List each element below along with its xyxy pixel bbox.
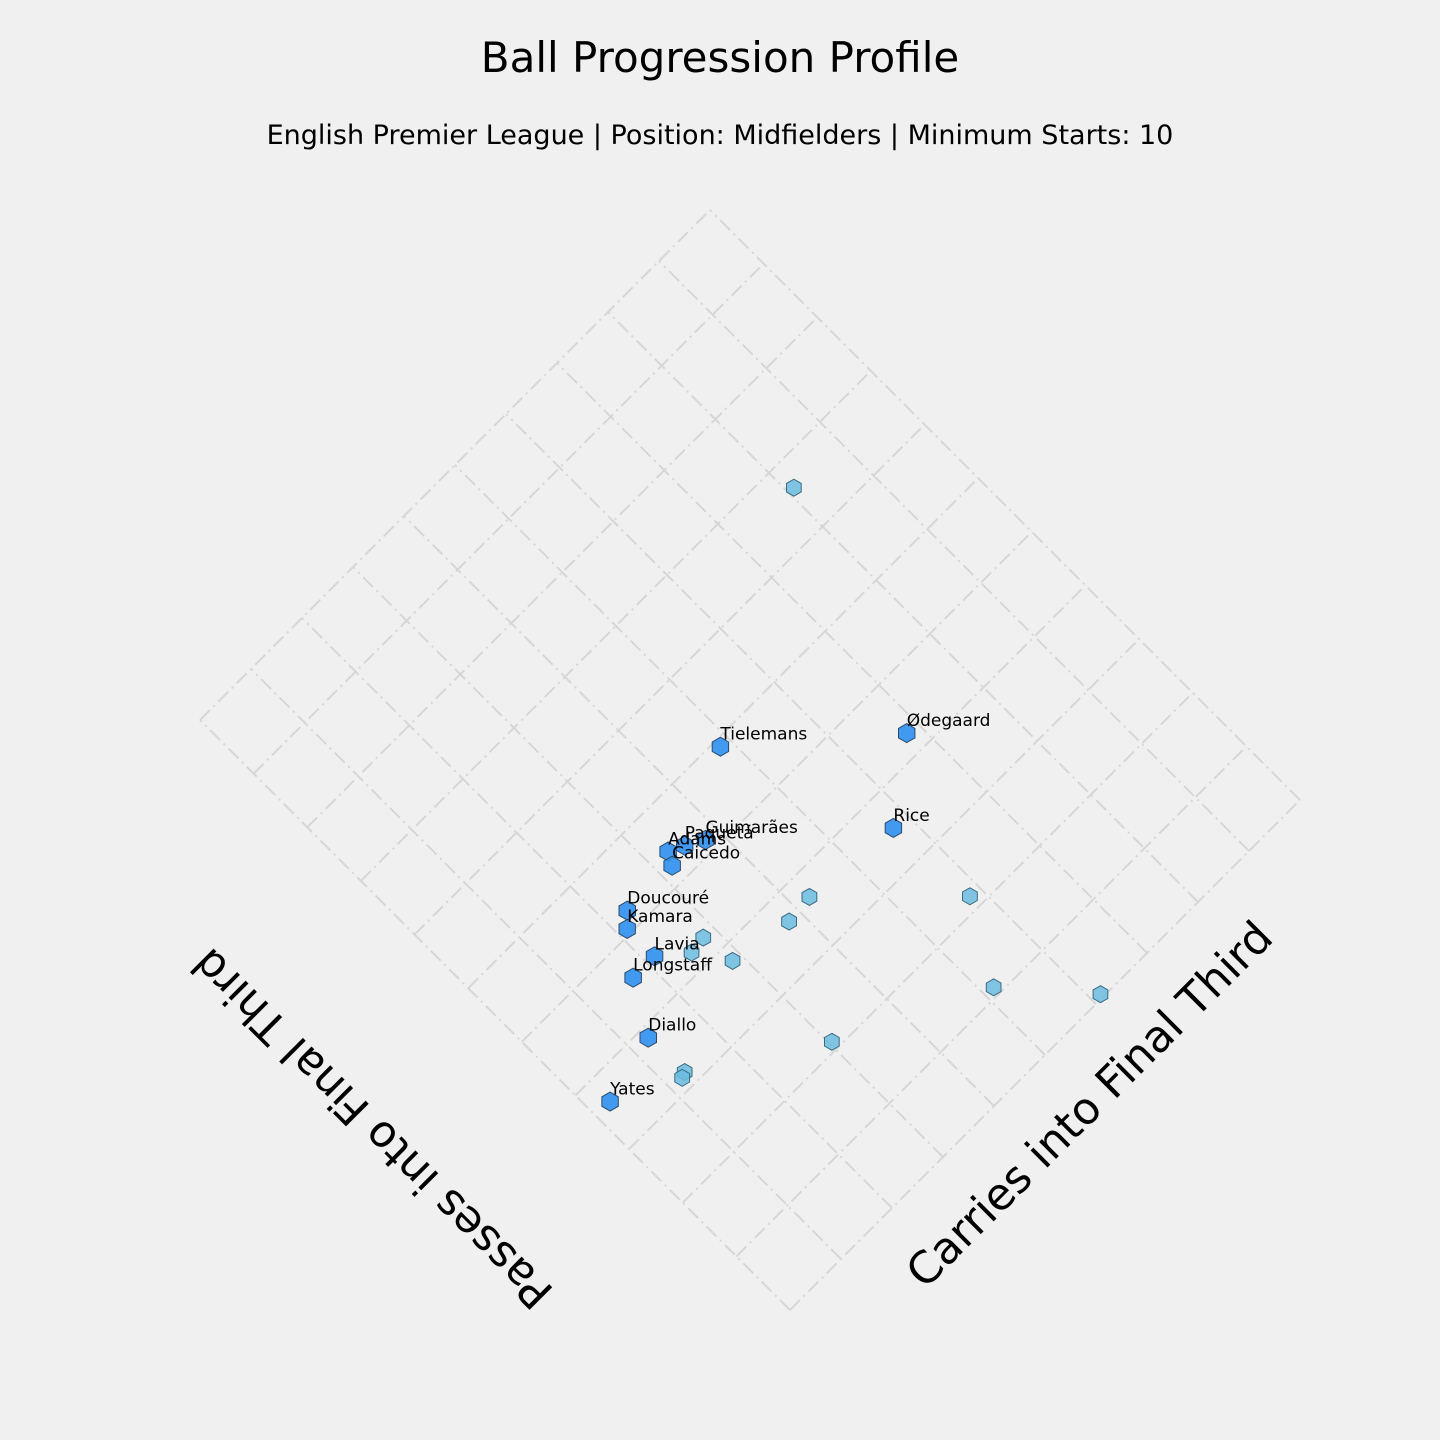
point-label: Guimarães	[705, 818, 798, 838]
grid-line	[658, 260, 1250, 852]
highlighted-point	[711, 736, 730, 757]
highlighted-point	[645, 946, 664, 967]
grid-line	[682, 692, 1194, 1204]
grid-line	[505, 413, 1097, 1005]
point	[781, 912, 797, 931]
grid-line	[556, 362, 1148, 954]
point-label: Kamara	[627, 907, 693, 927]
grid-line	[789, 799, 1301, 1311]
grid-line	[574, 584, 1087, 1097]
point-label: Doucouré	[627, 889, 709, 909]
point-label: Rice	[893, 806, 929, 826]
highlighted-point	[663, 855, 681, 876]
grid-line	[199, 209, 711, 721]
point	[1092, 985, 1109, 1004]
highlighted-point	[624, 967, 642, 988]
grid-line	[521, 531, 1033, 1043]
point	[985, 978, 1002, 997]
grid-line	[250, 668, 842, 1260]
grid-line	[252, 262, 765, 775]
grid-line	[467, 477, 979, 989]
highlighted-point	[639, 1027, 657, 1048]
point-label: Ødegaard	[907, 711, 991, 731]
point	[962, 887, 978, 906]
highlighted-point	[884, 817, 903, 838]
highlighted-point	[898, 723, 916, 744]
grid-line	[413, 423, 926, 936]
marks: Ødegaard Tielemans Rice GuimarãesPaquetáAda…	[601, 478, 1109, 1112]
highlighted-point	[676, 835, 694, 856]
highlighted-point	[696, 829, 715, 850]
highlighted-point	[618, 918, 636, 939]
grid-line	[199, 719, 791, 1311]
chart-subtitle: English Premier League | Position: Midfi…	[267, 120, 1174, 151]
point	[695, 928, 712, 947]
point	[674, 1068, 691, 1087]
grid	[199, 209, 1301, 1311]
point	[824, 1032, 840, 1051]
point-label: Adams	[668, 830, 726, 850]
grid-line	[403, 515, 995, 1107]
grid-line	[360, 370, 872, 882]
highlighted-point	[601, 1091, 619, 1112]
grid-line	[628, 638, 1140, 1150]
point-label: Diallo	[648, 1016, 696, 1036]
point-label: Yates	[609, 1080, 655, 1100]
point	[786, 478, 802, 497]
grid-line	[709, 209, 1301, 801]
grid-line	[352, 566, 944, 1158]
point-label: Lavia	[655, 934, 700, 954]
grid-line	[306, 316, 818, 828]
point	[724, 951, 741, 970]
point-label: Tielemans	[719, 725, 807, 745]
grid-line	[735, 745, 1248, 1258]
chart-title: Ball Progression Profile	[481, 33, 959, 82]
point	[683, 943, 700, 962]
grid-line	[301, 617, 893, 1209]
point	[801, 887, 818, 906]
grid-line	[607, 311, 1199, 903]
grid-line	[454, 464, 1046, 1056]
point-label: Longstaff	[633, 956, 713, 976]
point-label: Paquetá	[685, 824, 754, 844]
point-label: Caicedo	[672, 844, 740, 864]
